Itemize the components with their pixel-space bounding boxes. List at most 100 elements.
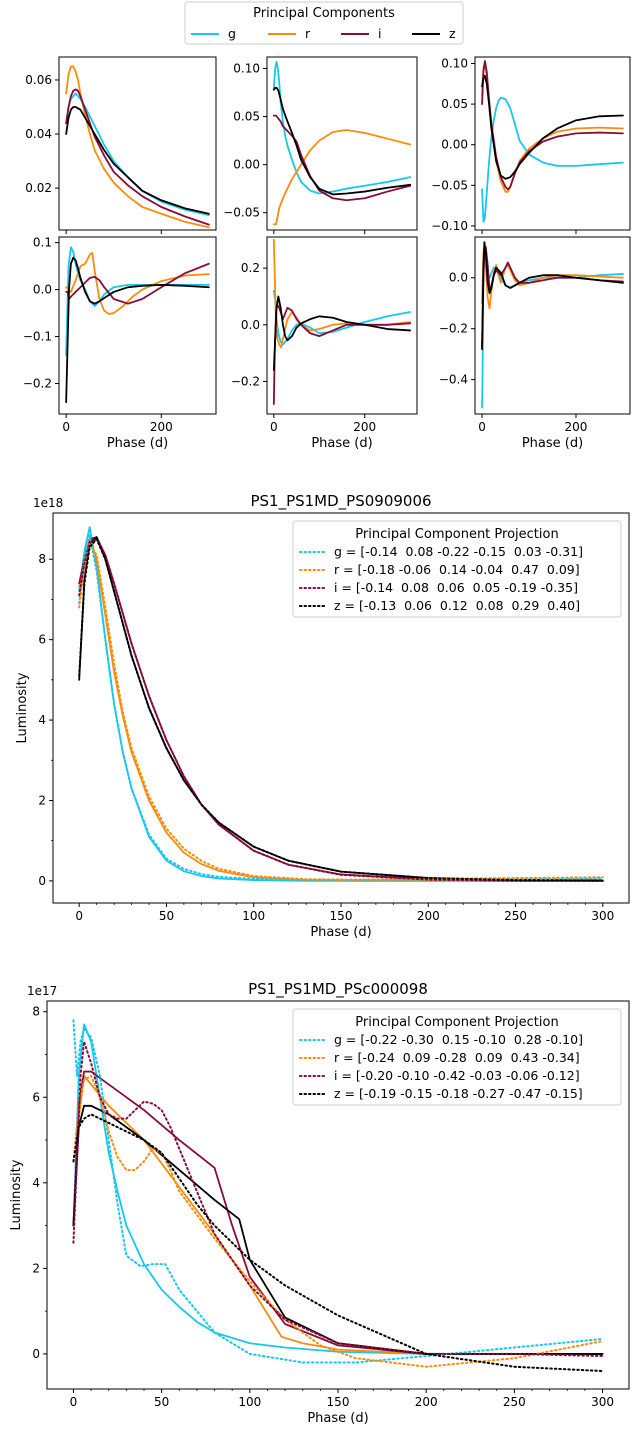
plot-area [59,57,216,230]
y-tick-label: 2 [32,1261,40,1275]
series-group [481,60,624,223]
chart-title: PS1_PS1MD_PS0909006 [250,492,431,511]
y-tick-label: −0.10 [431,219,468,233]
legend-label-i: i [378,26,381,41]
legend-frame [292,520,622,618]
plot-area [267,237,417,414]
legend-entry-z: z [412,26,456,41]
series-line-z [481,241,624,350]
series-line-z [272,295,412,371]
series-line-i [65,262,210,305]
chart-title: PS1_PS1MD_PSc000098 [248,980,428,999]
legend-entry-z: z = [-0.13 0.06 0.12 0.08 0.29 0.40] [334,598,580,613]
x-tick-label: 300 [591,1395,614,1409]
plot-area [267,57,417,230]
legend-entry-i: i = [-0.20 -0.10 -0.42 -0.03 -0.06 -0.12… [334,1068,580,1083]
y-tick-label: 0.00 [441,138,468,152]
legend-entry-i: i = [-0.14 0.08 0.06 0.05 -0.19 -0.35] [334,580,578,595]
y-axis: −0.4 −0.2 0.0 [439,271,475,387]
x-axis [273,230,366,234]
series-line-z-projection [78,538,604,882]
plot-frame [58,56,217,231]
legend-entry-z: z = [-0.19 -0.15 -0.18 -0.27 -0.47 -0.15… [334,1086,583,1101]
legend-title: Principal Component Projection [355,527,558,542]
x-tick-label: 300 [591,909,614,923]
legend-frame [292,1008,622,1106]
y-tick-label: 0.06 [25,73,52,87]
y-axis: −0.2 0.0 0.2 [231,261,267,388]
x-axis-label: Phase (d) [307,1411,368,1426]
series-line-r [65,252,210,315]
y-axis-label: Luminosity [15,672,30,743]
x-axis-label: Phase (d) [310,925,371,940]
series-line-g [481,96,624,223]
series-line-i [272,114,412,202]
plot-frame [266,56,418,231]
y-offset-text: 1e17 [27,984,57,998]
legend-entry-r: r = [-0.24 0.09 -0.28 0.09 0.43 -0.34] [334,1050,580,1065]
x-tick-label: 100 [242,909,265,923]
series-line-g [65,92,210,217]
x-tick-label: 150 [330,909,353,923]
x-tick-label: 200 [150,420,173,434]
x-tick-label: 200 [565,420,588,434]
y-tick-label: −0.2 [23,376,52,390]
plot-area [475,237,630,414]
chart-lc-2: 0 50 100 150 200 250 300 0 2 4 6 8 Phase (d) Luminosi… [9,980,630,1426]
x-tick-label: 50 [159,909,174,923]
legend-label-g: g [228,26,236,41]
x-tick-label: 150 [327,1395,350,1409]
y-axis-label: Luminosity [9,1159,24,1230]
legend-entry-i: i [341,26,381,41]
y-tick-label: 0.04 [25,127,52,141]
x-axis: 0 200 [270,414,376,434]
y-tick-label: 0.05 [233,110,260,124]
series-group [72,1019,604,1373]
x-axis: 0 50 100 150 200 250 300 [75,903,614,923]
y-tick-label: 0.2 [241,261,260,275]
x-axis-label: Phase (d) [107,436,168,451]
charts-layer: 0.020.040.06−0.050.000.050.10−0.10−0.050… [9,56,631,1426]
y-tick-label: 4 [32,1176,40,1190]
x-axis [481,230,577,234]
series-group [65,246,210,404]
y-tick-label: −0.05 [223,206,260,220]
x-tick-label: 0 [270,420,278,434]
series-line-z [272,86,412,196]
series-line-i [65,88,210,226]
series-line-g [272,289,412,346]
y-axis: −0.10 −0.05 0.00 0.05 0.10 [431,56,475,233]
y-offset-text: 1e18 [33,496,63,510]
x-axis: 0 200 [62,414,173,434]
series-line-i-projection [72,1040,604,1358]
series-line-r [65,65,210,229]
y-axis: 0.02 0.04 0.06 [25,73,59,195]
y-axis: −0.2 −0.1 0.0 0.1 [23,236,59,390]
legend-entry-g: g = [-0.14 0.08 -0.22 -0.15 0.03 -0.31] [334,544,583,559]
y-tick-label: −0.4 [439,373,468,387]
legend-entry-r: r [268,26,311,41]
legend-entry-g: g = [-0.22 -0.30 0.15 -0.10 0.28 -0.10] [334,1032,583,1047]
series-line-z-projection [72,1113,604,1373]
series-group [272,60,412,226]
series-line-g-projection [72,1019,604,1364]
projection-legend: Principal Component Projection g = [-0.22… [292,1008,622,1106]
y-tick-label: 4 [38,713,46,727]
plot-frame [474,56,631,231]
legend-entry-g: g [191,26,236,41]
plot-area [59,237,216,414]
projection-legend: Principal Component Projection g = [-0.14… [292,520,622,618]
y-tick-label: 6 [32,1090,40,1104]
chart-pc-6: 0 200 −0.4 −0.2 0.0 Phase (d) [439,236,631,451]
series-line-z [72,1104,604,1355]
x-tick-label: 0 [478,420,486,434]
y-tick-label: 0.00 [233,158,260,172]
legend-entry-r: r = [-0.18 -0.06 0.14 -0.04 0.47 0.09] [334,562,580,577]
legend-frame [184,1,464,45]
series-line-z [65,256,210,404]
chart-pc-1: 0.02 0.04 0.06 [25,56,217,234]
series-line-r-projection [78,542,604,881]
x-axis-label: Phase (d) [311,436,372,451]
y-tick-label: 2 [38,793,46,807]
